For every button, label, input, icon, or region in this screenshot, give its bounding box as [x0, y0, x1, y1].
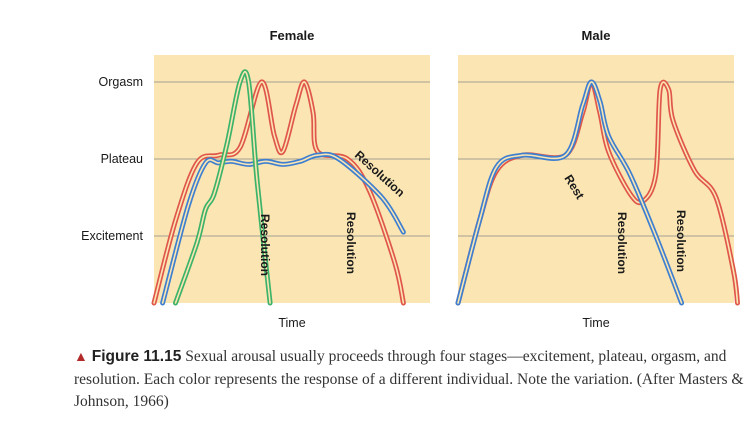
- female-title: Female: [270, 28, 315, 43]
- figure-label: Figure 11.15: [91, 348, 182, 365]
- male-title: Male: [582, 28, 611, 43]
- male-panel: Male Time Rest Resolution Resolution: [455, 28, 740, 330]
- female-panel: Female Orgasm Plateau Excitement Time Re…: [81, 28, 430, 330]
- caption-text: Sexual arousal usually proceeds through …: [74, 348, 744, 410]
- triangle-marker-icon: ▲: [74, 350, 88, 365]
- y-label-orgasm: Orgasm: [99, 75, 143, 89]
- female-red-resolution-label: Resolution: [344, 212, 358, 274]
- y-label-excitement: Excitement: [81, 229, 143, 243]
- y-label-plateau: Plateau: [101, 152, 143, 166]
- female-green-curve-inner: [174, 71, 271, 304]
- female-green-resolution-label: Resolution: [258, 214, 272, 276]
- figure-canvas: Female Orgasm Plateau Excitement Time Re…: [81, 28, 740, 330]
- female-red-curve-inner: [153, 81, 405, 304]
- male-x-label: Time: [582, 316, 609, 330]
- female-x-label: Time: [278, 316, 305, 330]
- female-curves: [151, 69, 406, 306]
- male-blue-curve-inner: [457, 81, 683, 304]
- female-blue-curve-inner: [161, 153, 405, 304]
- male-curves: [455, 79, 740, 306]
- male-blue-resolution-label: Resolution: [615, 212, 629, 274]
- figure-caption: ▲ Figure 11.15 Sexual arousal usually pr…: [74, 346, 744, 413]
- male-red-resolution-label: Resolution: [674, 210, 688, 272]
